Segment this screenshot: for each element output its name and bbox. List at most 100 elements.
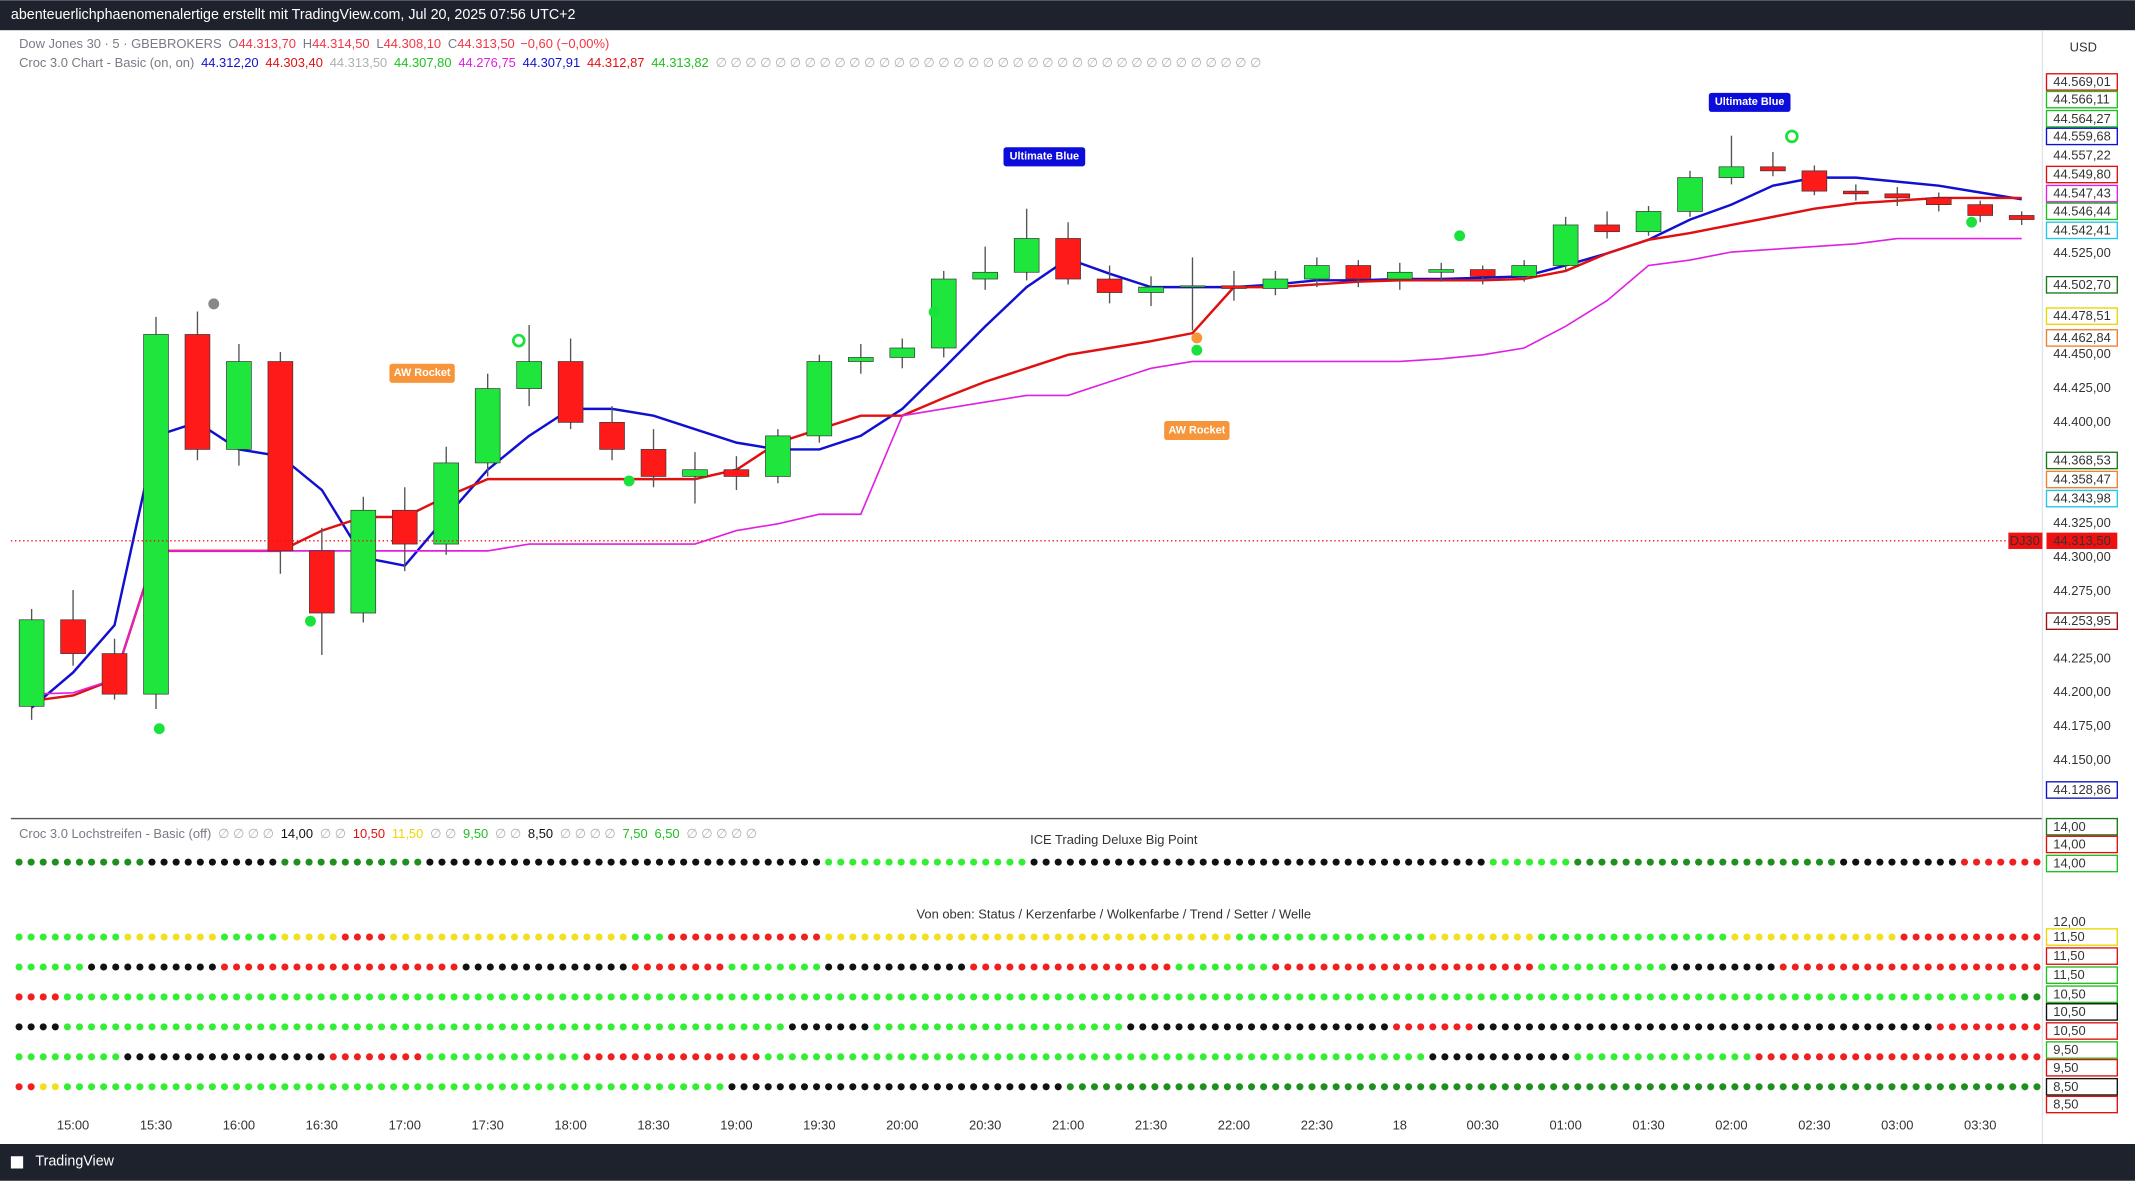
status-dot	[1731, 993, 1739, 1001]
status-dot	[1634, 963, 1642, 971]
status-dot	[1658, 858, 1666, 866]
status-dot	[1332, 963, 1340, 971]
status-dot	[1030, 993, 1038, 1001]
status-dot	[1791, 1053, 1799, 1061]
x-tick-label: 18:30	[637, 1118, 669, 1133]
status-dot	[378, 963, 386, 971]
status-dot	[631, 963, 639, 971]
status-dot	[1525, 858, 1534, 866]
status-dot	[788, 1083, 796, 1091]
status-dot	[1695, 1053, 1703, 1061]
status-dot	[945, 1083, 954, 1091]
legend-item: 7,50	[622, 826, 647, 841]
status-dot	[1248, 1053, 1256, 1061]
status-dot	[510, 858, 519, 866]
status-dot	[1973, 858, 1981, 866]
status-dot	[873, 1083, 881, 1091]
status-dot	[1223, 993, 1231, 1001]
status-dot	[510, 993, 519, 1001]
x-tick-label: 16:30	[306, 1118, 338, 1133]
price-badge	[2045, 985, 2118, 1004]
annotation: AW Rocket	[389, 363, 455, 383]
status-dot	[1985, 963, 1993, 971]
status-dot	[873, 1023, 881, 1031]
status-dot	[1223, 933, 1231, 941]
status-dot	[1634, 993, 1642, 1001]
status-dot	[1779, 1083, 1787, 1091]
status-dot	[1175, 858, 1183, 866]
status-dot	[1296, 858, 1304, 866]
status-dot	[1441, 993, 1449, 1001]
status-dot	[752, 993, 760, 1001]
status-dot	[1791, 963, 1799, 971]
status-dot	[1066, 963, 1074, 971]
status-dot	[112, 963, 120, 971]
status-dot	[184, 1083, 192, 1091]
status-dot	[1078, 1083, 1086, 1091]
status-dot	[1042, 1023, 1050, 1031]
status-dot	[112, 858, 120, 866]
status-dot	[378, 858, 386, 866]
status-dot	[933, 1023, 941, 1031]
status-dot	[245, 1053, 253, 1061]
status-dot	[559, 858, 567, 866]
y-tick-label: 44.450,00	[2053, 346, 2111, 361]
status-dot	[1356, 963, 1364, 971]
status-dot	[1695, 1083, 1703, 1091]
status-dot	[124, 1023, 132, 1031]
legend-value: 44.313,50	[457, 37, 515, 52]
status-dot	[510, 933, 519, 941]
status-dot	[124, 858, 132, 866]
status-dot	[692, 858, 700, 866]
status-dot	[160, 858, 168, 866]
status-dot	[450, 1023, 458, 1031]
footer-text: TradingView	[35, 1153, 114, 1169]
status-dot	[1610, 963, 1618, 971]
status-dot	[716, 1083, 724, 1091]
status-dot	[1235, 1053, 1244, 1061]
status-dot	[1525, 1053, 1534, 1061]
x-tick-label: 18	[1393, 1118, 1407, 1133]
status-dot	[740, 963, 748, 971]
status-dot	[1199, 1023, 1207, 1031]
status-dot	[643, 933, 651, 941]
status-dot	[885, 1083, 893, 1091]
status-dot	[970, 1083, 978, 1091]
status-dot	[788, 1053, 796, 1061]
status-dot	[1066, 1023, 1074, 1031]
status-dot	[1006, 858, 1014, 866]
status-dot	[1187, 1053, 1195, 1061]
status-dot	[498, 1023, 506, 1031]
status-dot	[680, 963, 688, 971]
status-dot	[1211, 1053, 1219, 1061]
status-dot	[752, 858, 760, 866]
status-dot	[704, 933, 712, 941]
status-dot	[245, 858, 253, 866]
status-dot	[1103, 1053, 1111, 1061]
status-dot	[1803, 993, 1811, 1001]
status-dot	[438, 858, 446, 866]
status-dot	[160, 963, 168, 971]
status-dot	[1634, 858, 1642, 866]
status-dot	[1272, 1083, 1280, 1091]
status-dot	[1127, 1023, 1135, 1031]
status-dot	[1223, 1023, 1231, 1031]
status-dot	[317, 933, 325, 941]
status-dot	[752, 1023, 760, 1031]
status-dot	[583, 933, 591, 941]
status-dot	[704, 963, 712, 971]
status-dot	[583, 1023, 591, 1031]
price-badge	[2045, 221, 2118, 240]
status-dot	[15, 993, 23, 1001]
status-dot	[1598, 858, 1606, 866]
status-dot	[160, 993, 168, 1001]
legend-item: 14,00	[281, 826, 313, 841]
status-dot	[1610, 993, 1618, 1001]
status-dot	[1997, 993, 2005, 1001]
status-dot	[1380, 963, 1389, 971]
status-dot	[1683, 963, 1691, 971]
status-dot	[1670, 1083, 1679, 1091]
status-dot	[112, 993, 120, 1001]
status-dot	[15, 1083, 23, 1091]
